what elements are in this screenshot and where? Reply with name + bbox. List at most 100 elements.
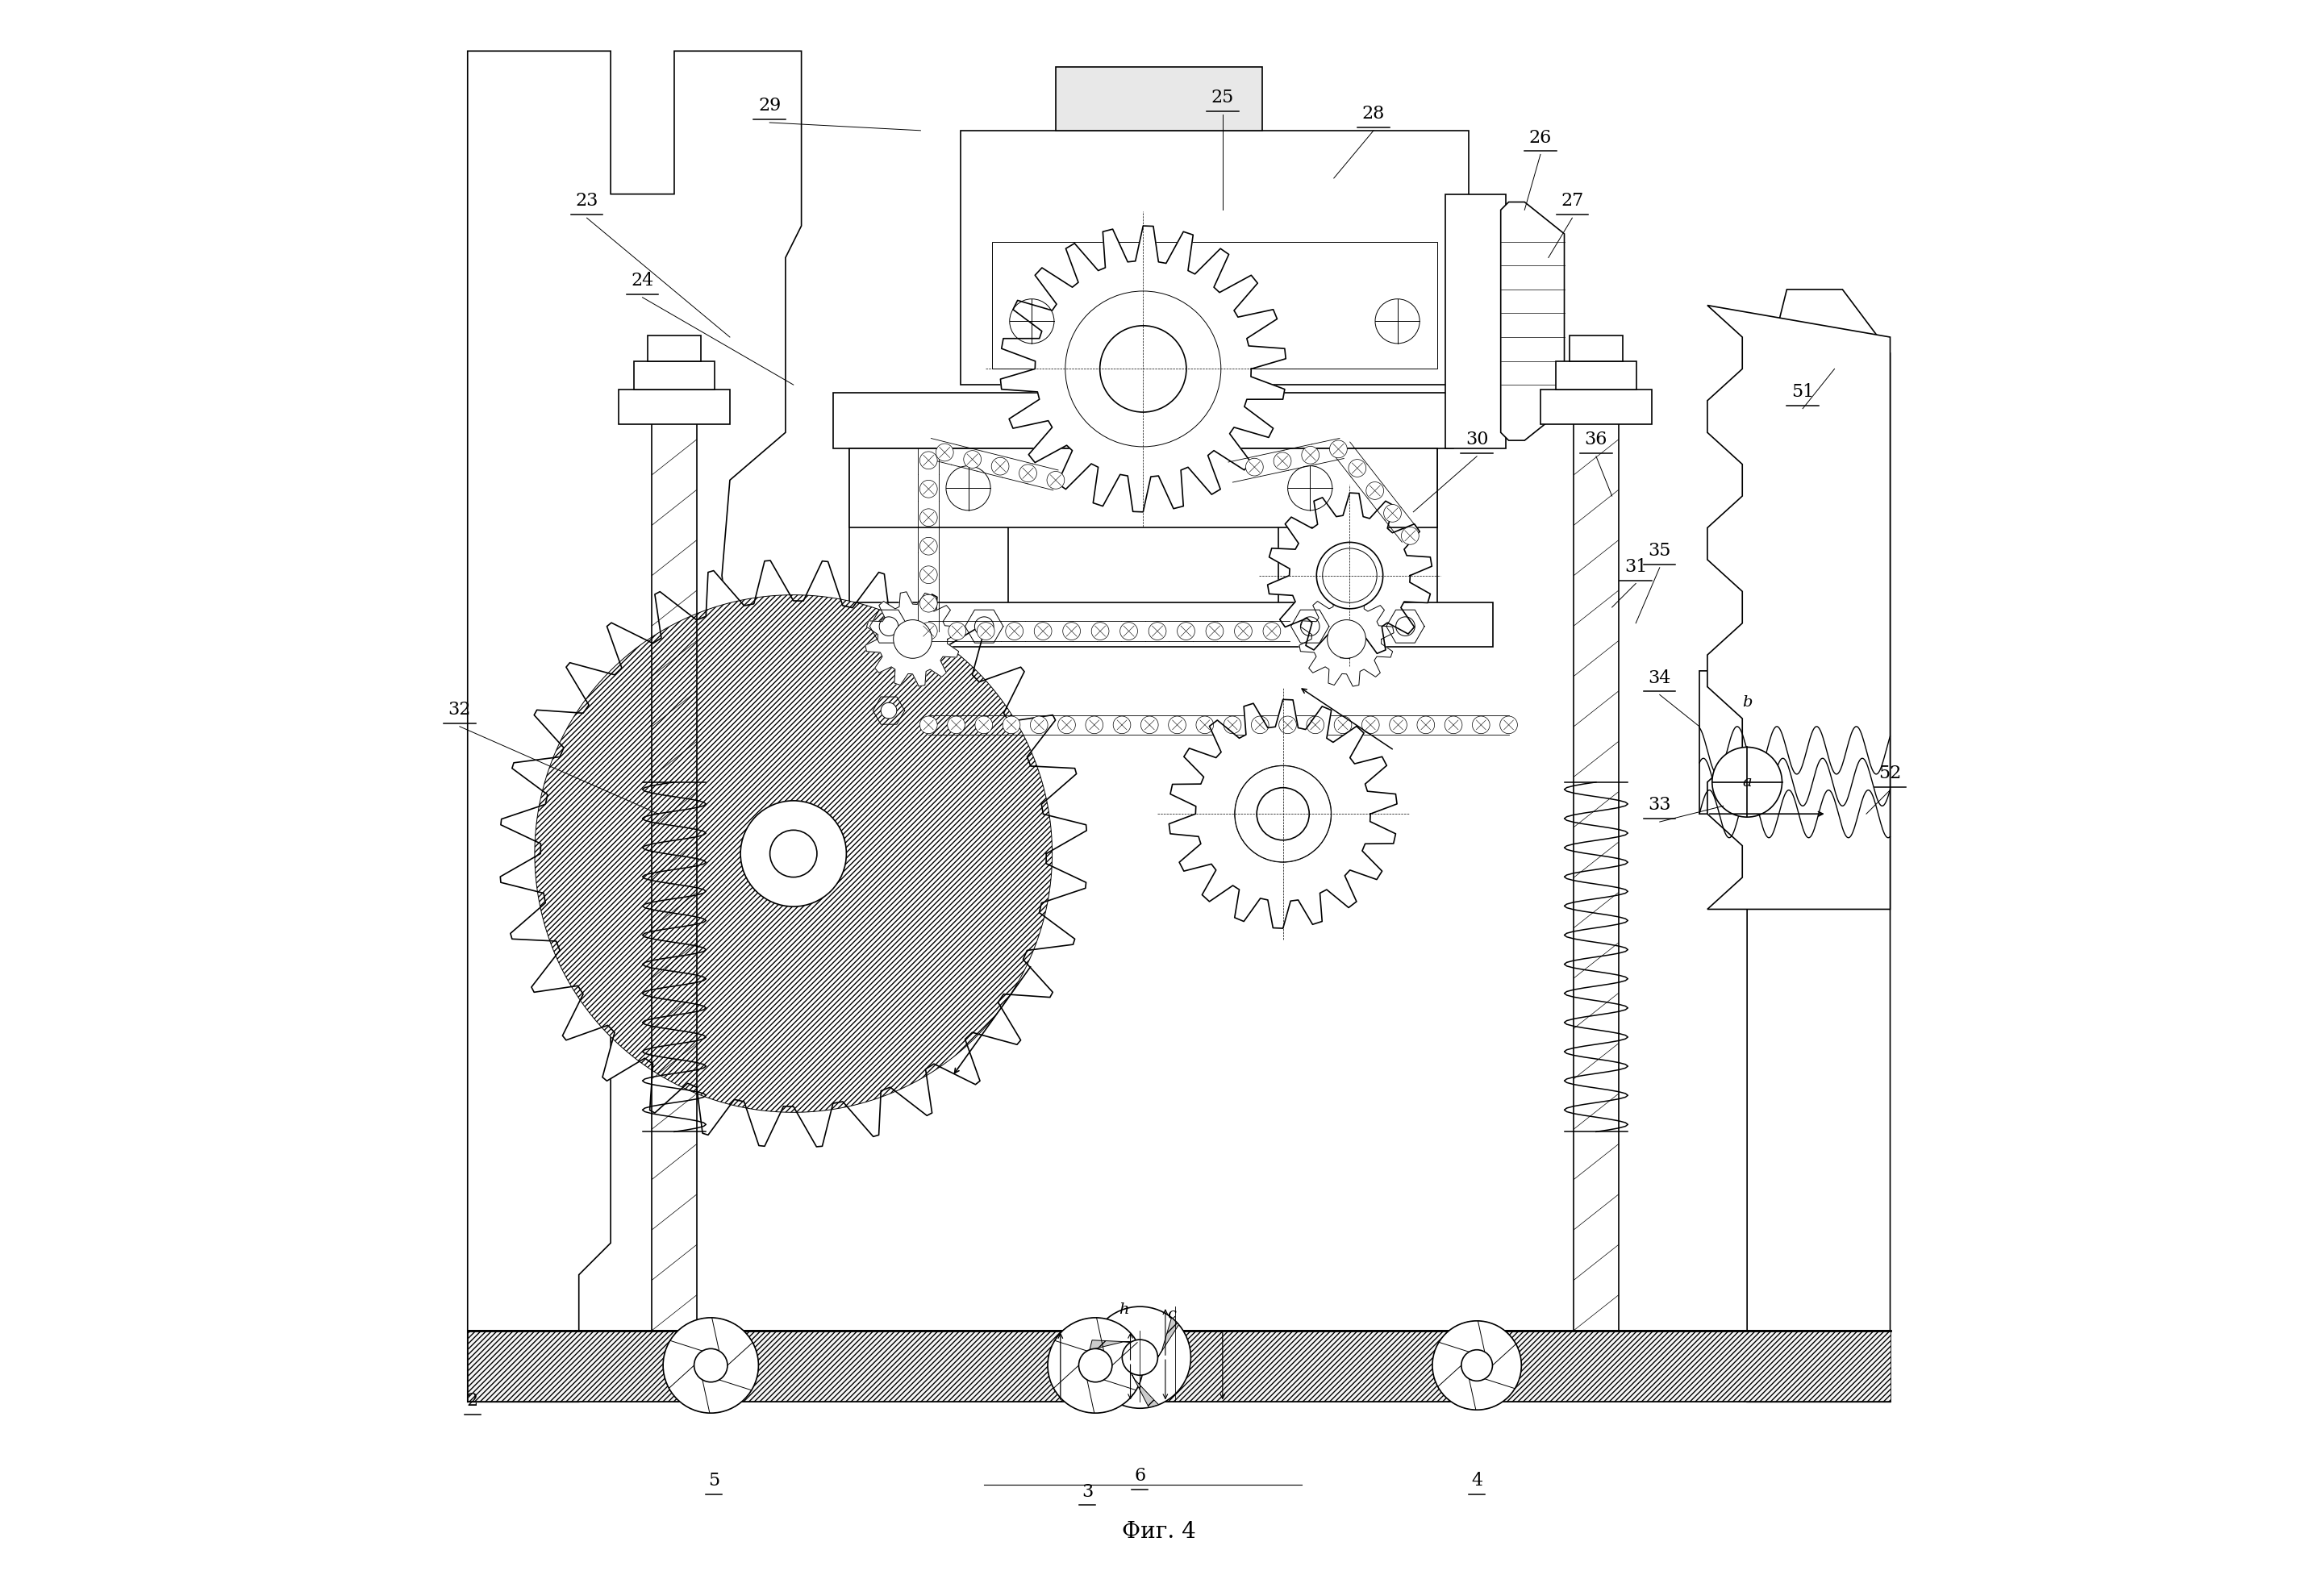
- Circle shape: [936, 444, 953, 461]
- Circle shape: [1062, 622, 1080, 640]
- Polygon shape: [1089, 1341, 1131, 1350]
- Circle shape: [1020, 464, 1036, 482]
- Circle shape: [1433, 1321, 1521, 1409]
- Polygon shape: [1157, 1318, 1180, 1358]
- Circle shape: [1048, 1318, 1143, 1412]
- Circle shape: [1245, 458, 1263, 476]
- Circle shape: [1168, 717, 1187, 734]
- Circle shape: [879, 616, 899, 635]
- Circle shape: [1057, 717, 1076, 734]
- Polygon shape: [1131, 1373, 1159, 1408]
- Circle shape: [1150, 622, 1166, 640]
- Circle shape: [976, 717, 992, 734]
- Circle shape: [1113, 717, 1131, 734]
- Circle shape: [1122, 1339, 1157, 1376]
- Bar: [1541, 389, 1653, 425]
- Circle shape: [920, 717, 936, 734]
- Text: 31: 31: [1625, 557, 1648, 576]
- Bar: [1555, 361, 1637, 389]
- Bar: [647, 335, 700, 361]
- Polygon shape: [1001, 227, 1286, 512]
- Bar: [960, 131, 1470, 385]
- Bar: [848, 448, 1437, 528]
- Circle shape: [920, 538, 936, 555]
- Polygon shape: [501, 560, 1087, 1148]
- Circle shape: [1085, 717, 1103, 734]
- Text: b: b: [1743, 696, 1752, 710]
- Circle shape: [1006, 622, 1022, 640]
- Circle shape: [1099, 326, 1187, 412]
- Circle shape: [1196, 717, 1215, 734]
- Circle shape: [1307, 717, 1324, 734]
- Text: Фиг. 4: Фиг. 4: [1122, 1521, 1196, 1543]
- Bar: [1569, 335, 1623, 361]
- Circle shape: [1375, 298, 1419, 343]
- Circle shape: [920, 622, 936, 640]
- Circle shape: [1178, 622, 1194, 640]
- Text: 23: 23: [575, 192, 598, 211]
- Bar: [1055, 67, 1263, 131]
- Circle shape: [1395, 616, 1414, 635]
- Circle shape: [964, 450, 981, 468]
- Circle shape: [1328, 619, 1365, 658]
- Circle shape: [1416, 717, 1435, 734]
- Text: 26: 26: [1530, 129, 1551, 147]
- Circle shape: [1384, 504, 1402, 522]
- Circle shape: [1048, 471, 1064, 488]
- Circle shape: [1500, 717, 1518, 734]
- Circle shape: [1140, 717, 1159, 734]
- Circle shape: [1092, 622, 1108, 640]
- Polygon shape: [663, 1318, 758, 1412]
- Polygon shape: [1168, 699, 1398, 929]
- Circle shape: [1317, 543, 1384, 608]
- Bar: [1444, 195, 1504, 448]
- Text: a: a: [1743, 774, 1752, 790]
- Circle shape: [992, 458, 1008, 476]
- Circle shape: [1078, 1349, 1113, 1382]
- Circle shape: [1273, 452, 1291, 469]
- Circle shape: [1235, 766, 1331, 862]
- Circle shape: [1335, 717, 1351, 734]
- Circle shape: [1361, 717, 1379, 734]
- Circle shape: [920, 480, 936, 498]
- Circle shape: [1388, 717, 1407, 734]
- Circle shape: [1365, 482, 1384, 500]
- Text: c: c: [1168, 1307, 1175, 1321]
- Bar: [635, 361, 714, 389]
- Circle shape: [1289, 466, 1333, 511]
- Circle shape: [948, 717, 964, 734]
- Circle shape: [1066, 290, 1222, 447]
- Text: 25: 25: [1212, 89, 1233, 107]
- Text: 30: 30: [1465, 431, 1488, 448]
- Circle shape: [948, 622, 967, 640]
- Polygon shape: [1699, 289, 1889, 1401]
- Circle shape: [1029, 717, 1048, 734]
- Text: 3: 3: [1083, 1483, 1094, 1500]
- Bar: [992, 241, 1437, 369]
- Text: 2: 2: [466, 1392, 478, 1409]
- Polygon shape: [468, 51, 802, 1401]
- Text: 34: 34: [1648, 669, 1671, 686]
- Text: 28: 28: [1363, 105, 1386, 123]
- Bar: [1277, 448, 1437, 622]
- Circle shape: [976, 622, 994, 640]
- Circle shape: [1235, 766, 1331, 862]
- Circle shape: [1089, 1307, 1191, 1408]
- Circle shape: [1324, 549, 1377, 603]
- Text: 32: 32: [447, 701, 471, 718]
- Circle shape: [1083, 310, 1203, 428]
- Text: 6: 6: [1134, 1467, 1145, 1484]
- Bar: [619, 389, 730, 425]
- Circle shape: [663, 1318, 758, 1412]
- Circle shape: [1331, 440, 1347, 458]
- Circle shape: [1252, 717, 1268, 734]
- Circle shape: [770, 830, 816, 878]
- Text: 36: 36: [1586, 431, 1609, 448]
- Polygon shape: [1268, 493, 1433, 658]
- Circle shape: [974, 616, 994, 635]
- Circle shape: [739, 801, 846, 907]
- Text: 5: 5: [709, 1472, 719, 1489]
- Circle shape: [1205, 622, 1224, 640]
- Polygon shape: [535, 595, 1052, 1112]
- Circle shape: [1444, 717, 1463, 734]
